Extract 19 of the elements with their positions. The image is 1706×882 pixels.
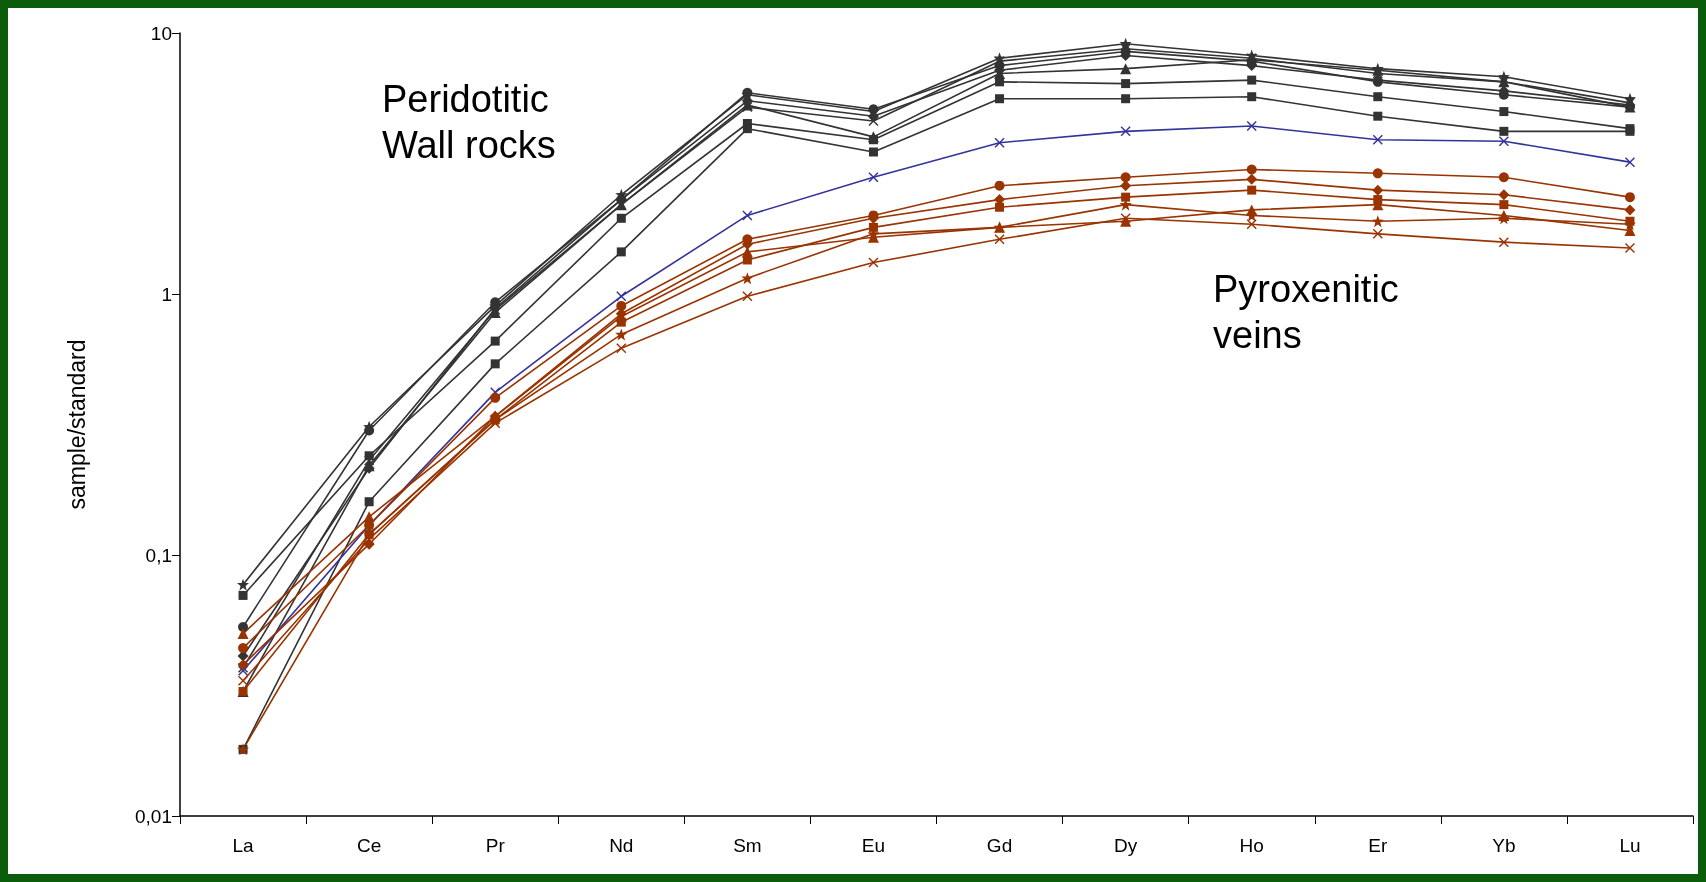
x-tick-label: Sm xyxy=(733,835,762,856)
annotation: Pyroxenitic veins xyxy=(1213,268,1399,356)
annotation: Peridotitic Wall rocks xyxy=(382,78,556,166)
x-tick-label: Nd xyxy=(609,835,634,856)
x-tick-label: Dy xyxy=(1114,835,1138,856)
y-tick-label: 0,1 xyxy=(145,544,172,566)
y-axis-title: sample/standard xyxy=(63,339,90,510)
x-tick-label: Ho xyxy=(1239,835,1264,856)
y-tick-label: 1 xyxy=(161,283,172,305)
x-tick-label: Lu xyxy=(1619,835,1641,856)
x-tick-label: Gd xyxy=(986,835,1013,856)
x-tick-label: La xyxy=(232,835,255,856)
x-tick-label: Yb xyxy=(1492,835,1516,856)
x-tick-label: Er xyxy=(1368,835,1388,856)
x-tick-label: Eu xyxy=(861,835,886,856)
y-tick-label: 10 xyxy=(150,22,172,44)
x-tick-label: Ce xyxy=(356,835,382,856)
x-tick-label: Pr xyxy=(485,835,506,856)
y-tick-label: 0,01 xyxy=(135,805,172,827)
